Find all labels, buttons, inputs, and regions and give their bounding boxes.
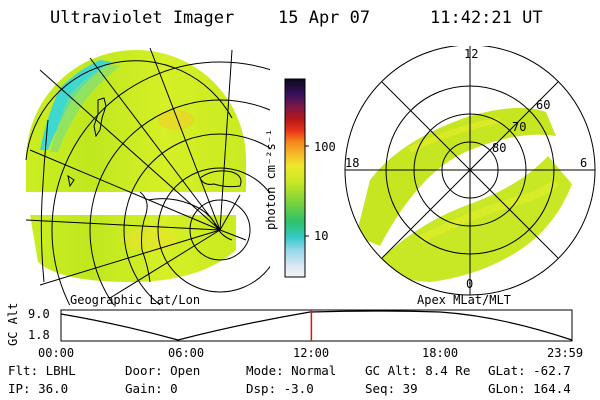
- time-tick-3: 18:00: [422, 346, 459, 360]
- mlt-label-18: 18: [345, 156, 360, 170]
- colorbar-tick-100: 100: [314, 140, 336, 154]
- time-tick-2: 12:00: [293, 346, 330, 360]
- lat-label-70: 70: [512, 120, 527, 134]
- glat-value: GLat: -62.7: [488, 363, 571, 378]
- time-label: 11:42:21 UT: [430, 8, 543, 28]
- mode-value: Mode: Normal: [246, 363, 337, 378]
- gain-value: Gain: 0: [125, 381, 178, 396]
- polar-plot: [344, 46, 596, 296]
- mlt-label-6: 6: [580, 156, 588, 170]
- date-label: 15 Apr 07: [278, 8, 371, 28]
- colorbar-unit-label: photon cm⁻²s⁻¹: [264, 128, 278, 230]
- dsp-value: Dsp: -3.0: [246, 381, 314, 396]
- gc-alt-value: GC Alt: 8.4 Re: [365, 363, 471, 378]
- altitude-curve: [60, 310, 573, 341]
- time-tick-1: 06:00: [168, 346, 205, 360]
- right-panel-label: Apex MLat/MLT: [417, 293, 511, 307]
- instrument-title: Ultraviolet Imager: [50, 8, 235, 28]
- filter-value: Flt: LBHL: [8, 363, 76, 378]
- seq-value: Seq: 39: [365, 381, 418, 396]
- left-panel-label: Geographic Lat/Lon: [70, 293, 201, 307]
- time-tick-0: 00:00: [38, 346, 75, 360]
- altitude-y-bottom: 1.8: [28, 328, 50, 342]
- altitude-axis-label: GC Alt: [6, 302, 20, 346]
- colorbar-tick-10: 10: [314, 229, 329, 243]
- geographic-map: [25, 47, 270, 305]
- mlt-label-0: 0: [466, 277, 474, 291]
- ip-value: IP: 36.0: [8, 381, 69, 396]
- colorbar: [284, 78, 309, 278]
- glon-value: GLon: 164.4: [488, 381, 571, 396]
- door-value: Door: Open: [125, 363, 201, 378]
- mlt-label-12: 12: [464, 47, 479, 61]
- altitude-plot: [60, 309, 573, 342]
- time-tick-4: 23:59: [547, 346, 584, 360]
- lat-label-80: 80: [492, 141, 507, 155]
- lat-label-60: 60: [536, 98, 551, 112]
- altitude-y-top: 9.0: [28, 307, 50, 321]
